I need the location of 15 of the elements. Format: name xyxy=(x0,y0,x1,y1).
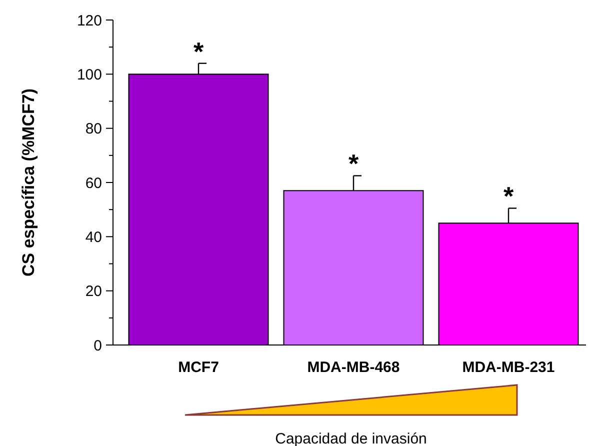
x-tick-label: MDA-MB-231 xyxy=(462,359,555,376)
y-tick-label: 60 xyxy=(85,174,102,192)
annotation: * xyxy=(503,181,514,212)
y-tick-label: 100 xyxy=(76,66,102,84)
y-tick-label: 40 xyxy=(85,228,102,246)
x-tick-label: MDA-MB-468 xyxy=(307,359,400,376)
y-tick-label: 0 xyxy=(94,337,102,354)
annotation: * xyxy=(348,148,360,179)
y-tick-label: 80 xyxy=(85,120,102,138)
annotation: * xyxy=(193,36,204,66)
y-tick-label: 120 xyxy=(76,12,102,30)
y-tick-label: 20 xyxy=(85,283,102,300)
y-axis-title: CS específica (%MCF7) xyxy=(18,88,38,276)
x-axis-title: Capacidad de invasión xyxy=(275,430,427,446)
x-tick-label: MCF7 xyxy=(178,359,219,376)
